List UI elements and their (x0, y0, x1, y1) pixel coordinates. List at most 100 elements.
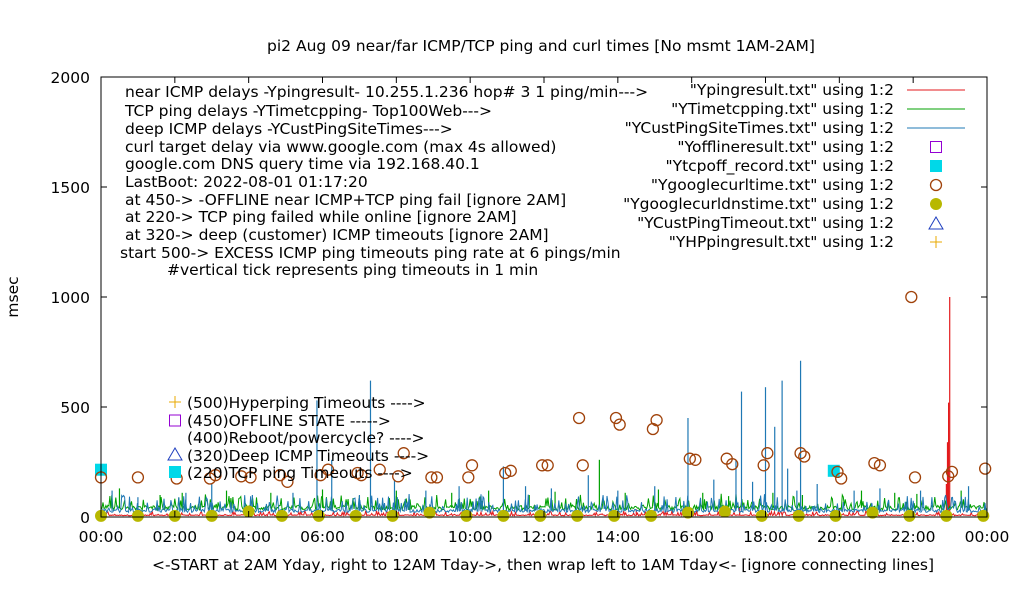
data-point (462, 471, 475, 484)
data-point (761, 447, 774, 460)
legend: "Ypingresult.txt" using 1:2"YTimetcpping… (623, 81, 965, 251)
x-axis-label: <-START at 2AM Yday, right to 12AM Tday-… (152, 556, 934, 574)
legend-marker (930, 236, 942, 248)
data-point (373, 463, 386, 476)
plus-marker (169, 396, 181, 408)
data-point (835, 472, 848, 485)
data-point (792, 509, 805, 522)
legend-marker (929, 178, 943, 192)
data-point (131, 509, 144, 522)
info-line: start 500-> EXCESS ICMP ping timeouts pi… (120, 244, 621, 262)
legend-label: "Yofflineresult.txt" using 1:2 (677, 138, 894, 156)
data-point (275, 509, 288, 522)
data-point (209, 469, 222, 482)
data-point (945, 465, 959, 479)
data-point (571, 509, 584, 522)
info-line: deep ICMP delays -YCustPingSiteTimes---> (125, 120, 453, 138)
plot-series (94, 290, 992, 522)
data-point (205, 509, 218, 522)
legend-label: "Ypingresult.txt" using 1:2 (690, 81, 894, 99)
x-tick-label: 18:00 (743, 528, 788, 546)
data-point (465, 459, 479, 472)
data-point (977, 509, 990, 522)
data-point (355, 469, 368, 482)
data-point (873, 459, 887, 472)
info-line: at 450-> -OFFLINE near ICMP+TCP ping fai… (125, 191, 566, 209)
data-point (683, 452, 696, 465)
data-point (534, 509, 547, 522)
data-point (536, 459, 549, 472)
data-point (979, 462, 992, 475)
data-point (866, 506, 879, 519)
x-tick-label: 16:00 (669, 528, 714, 546)
info-line: TCP ping delays -YTimetcpping- Top100Web… (124, 102, 492, 120)
x-tick-label: 00:00 (965, 528, 1010, 546)
legend-marker (930, 141, 942, 153)
level-label: (500)Hyperping Timeouts ----> (187, 394, 426, 412)
x-tick-label: 02:00 (152, 528, 197, 546)
x-tick-label: 22:00 (891, 528, 936, 546)
y-tick-label: 2000 (51, 69, 90, 87)
filled-square-marker (169, 466, 181, 478)
data-point (497, 509, 510, 522)
legend-marker (930, 160, 942, 172)
data-point (689, 453, 702, 466)
data-point (868, 456, 881, 470)
data-point (425, 471, 438, 484)
legend-label: "Ytcpoff_record.txt" using 1:2 (665, 157, 894, 176)
legend-marker (928, 216, 944, 230)
data-point (757, 459, 770, 472)
x-tick-label: 06:00 (300, 528, 345, 546)
legend-label: "YCustPingTimeout.txt" using 1:2 (637, 214, 894, 232)
data-point (726, 458, 739, 471)
info-line: #vertical tick represents ping timeouts … (167, 261, 538, 279)
data-point (392, 470, 405, 483)
legend-label: "YTimetcpping.txt" using 1:2 (671, 100, 894, 118)
x-tick-label: 12:00 (522, 528, 567, 546)
data-point (131, 471, 145, 484)
data-point (940, 509, 953, 522)
legend-marker (930, 198, 942, 210)
y-axis-label: msec (4, 276, 22, 317)
data-point (681, 506, 694, 519)
level-label: (320)Deep ICMP Timeouts ----> (187, 447, 429, 465)
data-point (755, 509, 768, 522)
series-2 (100, 360, 988, 515)
data-point (460, 509, 473, 522)
data-point (430, 471, 444, 484)
y-tick-label: 500 (60, 399, 90, 417)
data-point (905, 290, 918, 304)
data-point (608, 509, 621, 522)
legend-label: "YCustPingSiteTimes.txt" using 1:2 (625, 119, 894, 137)
data-point (645, 509, 658, 522)
info-line: curl target delay via www.google.com (ma… (125, 138, 556, 156)
data-point (386, 509, 399, 522)
data-point (650, 414, 663, 427)
data-point (903, 509, 916, 522)
data-point (349, 509, 362, 522)
info-line: LastBoot: 2022-08-01 01:17:20 (125, 173, 368, 191)
data-point (718, 505, 731, 518)
series-6 (95, 505, 990, 522)
data-point (504, 464, 517, 477)
data-point (794, 447, 807, 460)
info-text-block: near ICMP delays -Ypingresult- 10.255.1.… (120, 83, 648, 279)
x-tick-label: 08:00 (374, 528, 419, 546)
data-point (576, 459, 589, 472)
chart-title: pi2 Aug 09 near/far ICMP/TCP ping and cu… (267, 37, 815, 55)
series-5 (94, 290, 992, 488)
x-tick-label: 10:00 (448, 528, 493, 546)
data-point (829, 509, 842, 522)
info-line: at 320-> deep (customer) ICMP timeouts [… (125, 226, 549, 244)
data-point (798, 450, 811, 463)
level-label: (220)TCP ping Timeouts ----> (187, 464, 413, 482)
data-point (572, 411, 586, 425)
axis-ticks: 00:00 02:00 04:00 06:00 08:00 10:00 12:00 14:00… (51, 69, 1010, 546)
data-point (244, 471, 257, 484)
level-labels: (500)Hyperping Timeouts ---->(450)OFFLIN… (167, 394, 429, 482)
data-point (312, 509, 325, 522)
x-tick-label: 00:00 (79, 528, 124, 546)
